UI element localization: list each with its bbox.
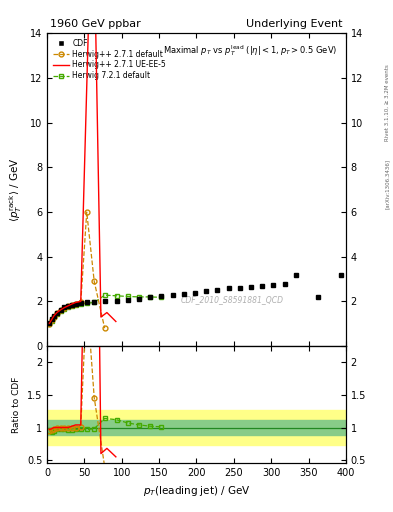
Bar [47, 420, 346, 435]
Y-axis label: $\langle p_T^{\rm rack} \rangle$ / GeV: $\langle p_T^{\rm rack} \rangle$ / GeV [7, 157, 24, 222]
Text: Underlying Event: Underlying Event [246, 18, 343, 29]
Legend: CDF, Herwig++ 2.7.1 default, Herwig++ 2.7.1 UE-EE-5, Herwig 7.2.1 default: CDF, Herwig++ 2.7.1 default, Herwig++ 2.… [51, 37, 168, 82]
Bar [47, 410, 346, 445]
X-axis label: $p_T$(leading jet) / GeV: $p_T$(leading jet) / GeV [143, 484, 250, 498]
Text: Maximal $p_T$ vs $p_T^{\rm lead}$ ($|\eta| < 1, p_T > 0.5$ GeV): Maximal $p_T$ vs $p_T^{\rm lead}$ ($|\et… [163, 42, 337, 57]
Text: [arXiv:1306.3436]: [arXiv:1306.3436] [385, 159, 389, 209]
Text: 1960 GeV ppbar: 1960 GeV ppbar [50, 18, 141, 29]
Text: CDF_2010_S8591881_QCD: CDF_2010_S8591881_QCD [181, 294, 284, 304]
Text: Rivet 3.1.10, ≥ 3.2M events: Rivet 3.1.10, ≥ 3.2M events [385, 64, 389, 141]
Y-axis label: Ratio to CDF: Ratio to CDF [12, 376, 21, 433]
